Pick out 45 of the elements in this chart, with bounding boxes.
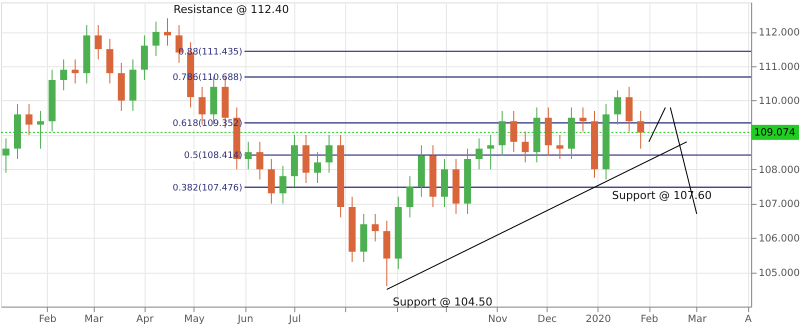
y-tick-label: 111.000 bbox=[758, 62, 800, 73]
candlestick bbox=[279, 165, 286, 204]
y-tick-label: 110.000 bbox=[758, 96, 800, 108]
candlestick bbox=[476, 138, 483, 170]
candlestick bbox=[256, 141, 264, 180]
x-tick-label: Nov bbox=[488, 314, 508, 326]
x-tick-label: A bbox=[744, 314, 752, 326]
y-tick-label: 112.000 bbox=[758, 27, 800, 38]
candlestick bbox=[2, 138, 10, 174]
ref-line-label: 109.074 bbox=[754, 127, 796, 138]
x-tick-label: Apr bbox=[136, 314, 154, 326]
x-tick-label: Jul bbox=[288, 314, 301, 326]
candlestick bbox=[60, 58, 68, 91]
candlestick bbox=[152, 21, 160, 56]
y-tick-label: 108.000 bbox=[758, 164, 800, 176]
candlestick bbox=[614, 90, 622, 126]
candlestick bbox=[522, 131, 529, 163]
y-tick-label: 107.000 bbox=[758, 199, 800, 210]
annotation: Support @ 104.50 bbox=[392, 295, 492, 308]
candlestick bbox=[314, 152, 322, 184]
candlestick bbox=[244, 141, 252, 170]
ref-line-label: 0.382(107.476) bbox=[172, 183, 242, 194]
candlestick bbox=[487, 134, 494, 170]
y-tick-label: 105.000 bbox=[758, 268, 800, 279]
candlestick bbox=[326, 134, 333, 174]
candlestick bbox=[72, 58, 79, 84]
candlestick bbox=[26, 104, 33, 136]
x-tick-label: May bbox=[184, 314, 205, 326]
x-tick-label: Feb bbox=[640, 314, 658, 326]
candlestick bbox=[556, 134, 564, 160]
candlestick bbox=[164, 18, 171, 46]
x-tick-label: Mar bbox=[688, 314, 708, 326]
y-tick-label: 106.000 bbox=[758, 233, 800, 244]
x-tick-label: Mar bbox=[84, 314, 104, 326]
candlestick bbox=[372, 213, 379, 242]
x-tick-label: Dec bbox=[538, 314, 557, 326]
candlestick bbox=[637, 110, 644, 150]
x-tick-label: Jun bbox=[236, 314, 254, 326]
annotation: Resistance @ 112.40 bbox=[173, 3, 289, 16]
candlestick bbox=[94, 24, 102, 60]
candlestick bbox=[406, 176, 414, 218]
candlestick bbox=[510, 110, 518, 153]
candlestick bbox=[37, 110, 44, 150]
x-tick-label: 2020 bbox=[586, 314, 611, 326]
x-tick-label: Feb bbox=[38, 314, 56, 326]
